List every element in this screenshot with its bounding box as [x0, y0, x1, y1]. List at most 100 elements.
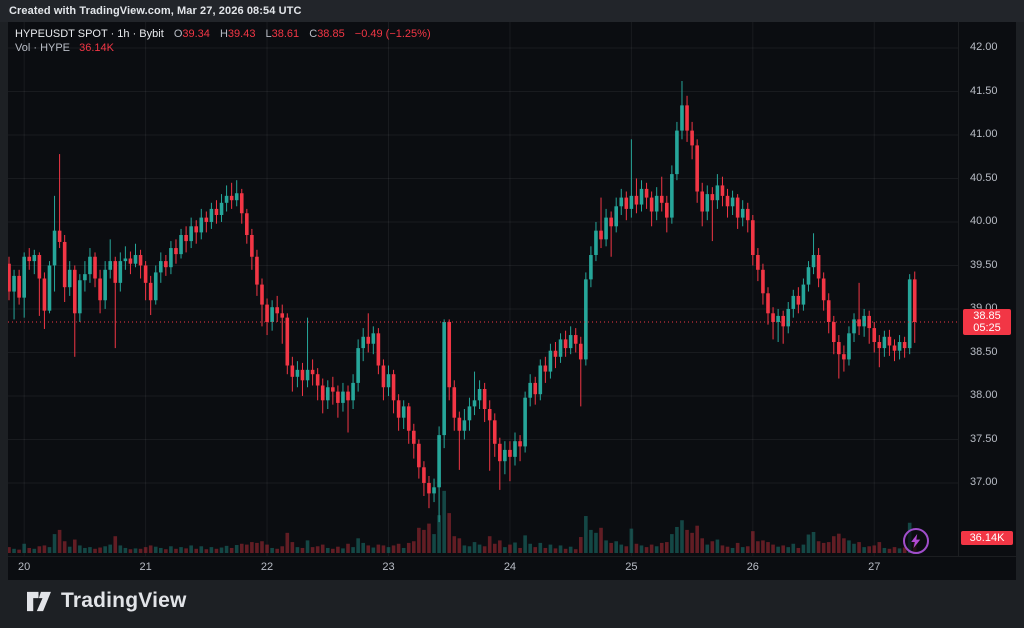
time-scale[interactable]: 20 21 22 23 24 25 26 27 [8, 556, 1016, 580]
candle-body [756, 255, 760, 270]
candle-body [791, 295, 796, 309]
price-tick-label: 42.00 [970, 41, 998, 54]
volume-bar [781, 545, 785, 553]
volume-bar [270, 547, 274, 553]
volume-bar [255, 542, 259, 553]
volume-label: Vol · HYPE [15, 42, 71, 54]
chart-area[interactable]: HYPEUSDT SPOT · 1h · Bybit O39.34 H39.43… [8, 22, 1016, 580]
volume-bar [634, 543, 639, 553]
candle-body [153, 272, 158, 301]
volume-bar [376, 544, 381, 553]
volume-bar [143, 547, 148, 553]
volume-bar [720, 545, 725, 553]
candle-body [52, 230, 57, 266]
price-tick-label: 39.50 [970, 258, 998, 271]
candle-body [184, 235, 188, 242]
volume-bar [442, 490, 446, 553]
volume-bar [629, 528, 634, 553]
candle-body [766, 293, 770, 314]
volume-bar [872, 545, 877, 553]
volume-bar [801, 544, 806, 553]
candle-body [594, 230, 598, 256]
tradingview-watermark[interactable]: TradingView [25, 589, 187, 613]
candle-body [740, 208, 745, 218]
volume-bar [27, 547, 32, 553]
candle-body [396, 400, 401, 418]
candle-body [422, 467, 426, 483]
candle-body [589, 255, 593, 280]
last-price-badge: 38.85 05:25 [963, 309, 1011, 335]
legend-volume-row[interactable]: Vol · HYPE 36.14K [15, 41, 431, 55]
candle-body [457, 417, 462, 431]
volume-bar [457, 538, 462, 553]
symbol-title[interactable]: HYPEUSDT SPOT · 1h · Bybit [15, 28, 164, 40]
candle-body [371, 333, 376, 344]
price-tick-label: 40.00 [970, 215, 998, 228]
volume-bar [386, 547, 391, 553]
candle-body [88, 256, 92, 275]
candle-body [826, 300, 831, 322]
volume-bar [816, 541, 821, 553]
candle-body [83, 274, 87, 281]
candle-body [62, 241, 67, 288]
candle-body [761, 269, 765, 294]
price-scale[interactable]: 38.85 05:25 36.14K 37.00 37.50 38.00 38.50 3… [958, 22, 1016, 556]
candle-body [902, 342, 907, 349]
volume-bar [83, 547, 87, 553]
volume-bar [659, 542, 664, 553]
low-label: L [265, 28, 272, 40]
price-tick-label: 38.50 [970, 345, 998, 358]
candle-body [103, 269, 107, 301]
candle-body [654, 195, 659, 212]
time-tick-label: 24 [503, 561, 517, 573]
volume-bar [695, 525, 699, 553]
chart-legend: HYPEUSDT SPOT · 1h · Bybit O39.34 H39.43… [15, 27, 431, 55]
candle-body [725, 195, 730, 207]
candle-body [331, 387, 335, 392]
change-value: −0.49 (−1.25%) [354, 28, 431, 40]
volume-bar [396, 543, 401, 553]
candle-body [12, 275, 16, 292]
close-label: C [309, 28, 318, 40]
candle-body [887, 336, 892, 346]
candle-body [320, 385, 325, 401]
candle-body [811, 255, 816, 268]
candle-body [558, 339, 563, 357]
volume-bar [887, 548, 892, 553]
boost-button[interactable] [903, 528, 929, 554]
volume-bar [300, 547, 305, 553]
candle-body [270, 307, 274, 322]
candle-body [665, 202, 669, 218]
volume-bar [745, 546, 750, 553]
volume-bar [766, 542, 770, 553]
candle-body [498, 443, 502, 462]
candle-body [386, 374, 391, 388]
volume-bar [189, 545, 193, 553]
bar-countdown: 05:25 [973, 322, 1001, 334]
volume-bar [346, 543, 350, 553]
candle-body [8, 263, 11, 292]
volume-bar [113, 536, 118, 553]
volume-bar [371, 547, 376, 553]
candle-body [533, 382, 538, 395]
candle-body [801, 284, 806, 305]
legend-symbol-row[interactable]: HYPEUSDT SPOT · 1h · Bybit O39.34 H39.43… [15, 27, 431, 41]
volume-bar [842, 538, 846, 553]
price-tick-label: 38.00 [970, 389, 998, 402]
volume-bar [315, 546, 320, 553]
candle-body [325, 387, 330, 401]
candle-body [32, 255, 37, 262]
candle-body [401, 406, 406, 418]
volume-bar [599, 527, 603, 553]
candle-body [133, 255, 138, 264]
open-value: 39.34 [182, 28, 210, 40]
volume-bar [700, 538, 705, 553]
candle-body [705, 194, 710, 212]
candle-body [391, 374, 396, 401]
candle-body [523, 397, 527, 447]
price-tick-label: 41.50 [970, 84, 998, 97]
candle-body [568, 335, 573, 349]
candlestick-plot[interactable] [8, 22, 958, 556]
time-tick-label: 21 [139, 561, 152, 573]
candle-body [209, 208, 214, 222]
